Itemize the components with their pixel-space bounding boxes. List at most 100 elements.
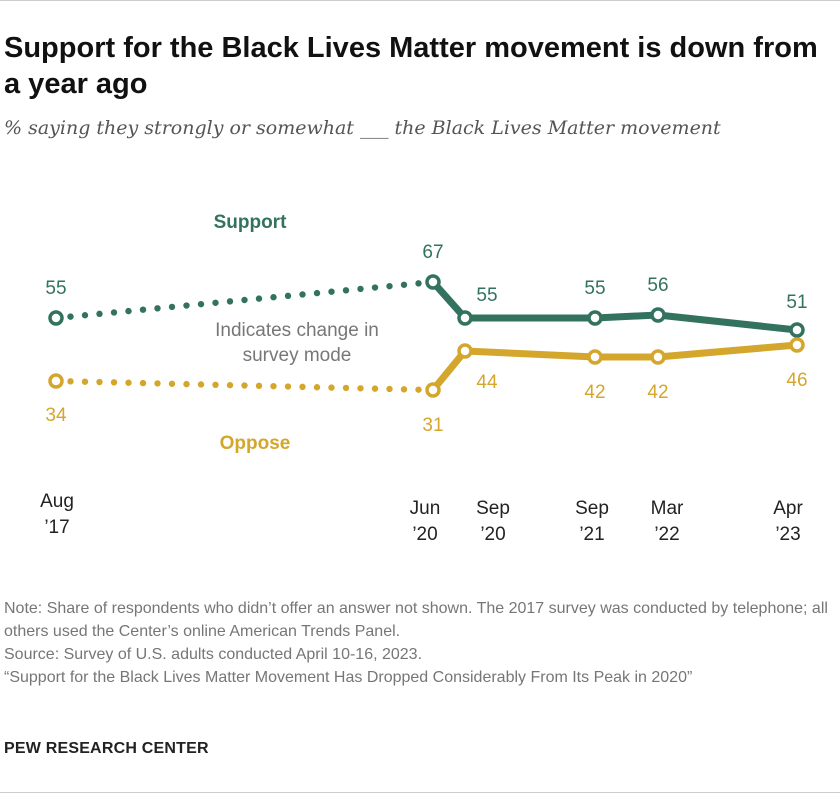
oppose-dotted-mark bbox=[96, 378, 103, 386]
oppose-dotted-mark bbox=[168, 380, 176, 387]
oppose-dotted-mark bbox=[386, 385, 393, 393]
oppose-dotted-mark bbox=[342, 384, 350, 392]
oppose-dotted-mark bbox=[125, 379, 132, 386]
support-dotted-mark bbox=[328, 288, 335, 295]
oppose-dotted-mark bbox=[81, 378, 89, 385]
support-point bbox=[650, 307, 666, 323]
support-dotted-mark bbox=[212, 299, 219, 306]
oppose-dotted-mark bbox=[226, 381, 234, 389]
oppose-dotted-mark bbox=[139, 379, 147, 387]
oppose-dotted-mark bbox=[183, 380, 190, 388]
oppose-point bbox=[650, 349, 666, 365]
x-tick-label: ’20 bbox=[480, 524, 505, 545]
support-dotted-mark bbox=[183, 302, 190, 309]
line-chart: 55 67 55 55 56 51 34 31 44 42 42 46 Support Oppose Ind… bbox=[40, 212, 807, 545]
chart-notes: Note: Share of respondents who didn’t of… bbox=[4, 597, 834, 689]
support-series-label: Support bbox=[214, 212, 287, 233]
oppose-data-label: 44 bbox=[476, 372, 498, 393]
x-tick-label: ’20 bbox=[412, 524, 437, 545]
mode-change-annotation: survey mode bbox=[243, 345, 352, 366]
support-data-label: 55 bbox=[476, 285, 497, 306]
support-dotted-mark bbox=[139, 306, 147, 313]
support-dotted-mark bbox=[226, 298, 234, 305]
oppose-dotted-mark bbox=[357, 385, 364, 392]
oppose-point bbox=[789, 337, 805, 353]
support-dotted-mark bbox=[342, 287, 350, 294]
oppose-dotted-mark bbox=[284, 383, 292, 390]
x-tick-label: ’23 bbox=[775, 524, 800, 545]
support-dotted-mark bbox=[313, 289, 321, 297]
support-point bbox=[425, 274, 441, 290]
oppose-series-label: Oppose bbox=[220, 433, 291, 454]
oppose-dotted-mark bbox=[371, 385, 379, 392]
oppose-dotted-mark bbox=[110, 379, 118, 386]
x-tick-label: ’22 bbox=[654, 524, 679, 545]
support-dotted-mark bbox=[110, 309, 118, 316]
support-data-label: 55 bbox=[584, 278, 605, 299]
x-tick-label: ’17 bbox=[44, 517, 69, 538]
support-dotted-mark bbox=[67, 313, 74, 320]
oppose-data-label: 42 bbox=[647, 382, 668, 403]
oppose-point bbox=[587, 349, 603, 365]
oppose-point bbox=[457, 343, 473, 359]
x-tick-label: Sep bbox=[575, 498, 609, 519]
support-dotted-mark bbox=[299, 291, 306, 298]
oppose-dotted-mark bbox=[270, 382, 277, 390]
oppose-dotted-mark bbox=[400, 386, 408, 393]
x-tick-label: Jun bbox=[410, 498, 441, 519]
oppose-data-label: 46 bbox=[786, 370, 807, 391]
support-dotted-mark bbox=[357, 285, 364, 293]
oppose-dotted-mark bbox=[197, 381, 205, 388]
oppose-point bbox=[48, 373, 64, 389]
mode-change-annotation: Indicates change in bbox=[215, 320, 379, 341]
support-dotted-mark bbox=[400, 281, 408, 288]
oppose-data-label: 34 bbox=[45, 405, 67, 426]
support-dotted-mark bbox=[81, 312, 89, 319]
support-dotted-mark bbox=[270, 294, 277, 301]
support-dotted-mark bbox=[125, 307, 132, 315]
x-tick-label: Sep bbox=[476, 498, 510, 519]
support-point bbox=[789, 322, 805, 338]
support-data-label: 56 bbox=[647, 275, 668, 296]
x-tick-label: Aug bbox=[40, 491, 74, 512]
oppose-dotted-mark bbox=[212, 381, 219, 389]
top-rule bbox=[0, 0, 840, 1]
oppose-data-label: 31 bbox=[422, 415, 443, 436]
oppose-dotted-mark bbox=[67, 378, 74, 385]
source-text: Source: Survey of U.S. adults conducted … bbox=[4, 646, 423, 663]
support-data-label: 55 bbox=[45, 278, 66, 299]
support-dotted-mark bbox=[154, 305, 161, 312]
brand-logo-text: PEW RESEARCH CENTER bbox=[4, 740, 209, 757]
oppose-dotted-mark bbox=[328, 384, 335, 391]
support-dotted-mark bbox=[241, 296, 248, 304]
oppose-point bbox=[425, 382, 441, 398]
chart-title: Support for the Black Lives Matter movem… bbox=[4, 32, 818, 100]
oppose-dotted-mark bbox=[299, 383, 306, 391]
oppose-dotted-mark bbox=[415, 386, 422, 393]
report-title: “Support for the Black Lives Matter Move… bbox=[4, 669, 693, 686]
support-dotted-mark bbox=[415, 280, 422, 287]
support-dotted-mark bbox=[386, 282, 393, 290]
support-data-label: 51 bbox=[786, 292, 807, 313]
x-tick-label: Mar bbox=[651, 498, 684, 519]
x-tick-label: Apr bbox=[773, 498, 803, 519]
support-dotted-mark bbox=[284, 292, 292, 300]
x-tick-label: ’21 bbox=[579, 524, 604, 545]
chart-subtitle: % saying they strongly or somewhat ___ t… bbox=[4, 117, 721, 139]
oppose-data-label: 42 bbox=[584, 382, 605, 403]
support-dotted-mark bbox=[255, 295, 263, 302]
oppose-dotted-mark bbox=[241, 382, 248, 389]
support-dotted-mark bbox=[197, 300, 205, 308]
support-dotted-mark bbox=[168, 303, 176, 311]
support-point bbox=[48, 310, 64, 326]
note-text: Note: Share of respondents who didn’t of… bbox=[4, 600, 828, 640]
oppose-dotted-mark bbox=[154, 380, 161, 387]
support-data-label: 67 bbox=[422, 242, 443, 263]
support-dotted-mark bbox=[371, 284, 379, 291]
oppose-dotted-mark bbox=[255, 382, 263, 390]
support-point bbox=[457, 310, 473, 326]
support-dotted-mark bbox=[96, 310, 103, 318]
bottom-rule bbox=[0, 792, 840, 793]
support-point bbox=[587, 310, 603, 326]
